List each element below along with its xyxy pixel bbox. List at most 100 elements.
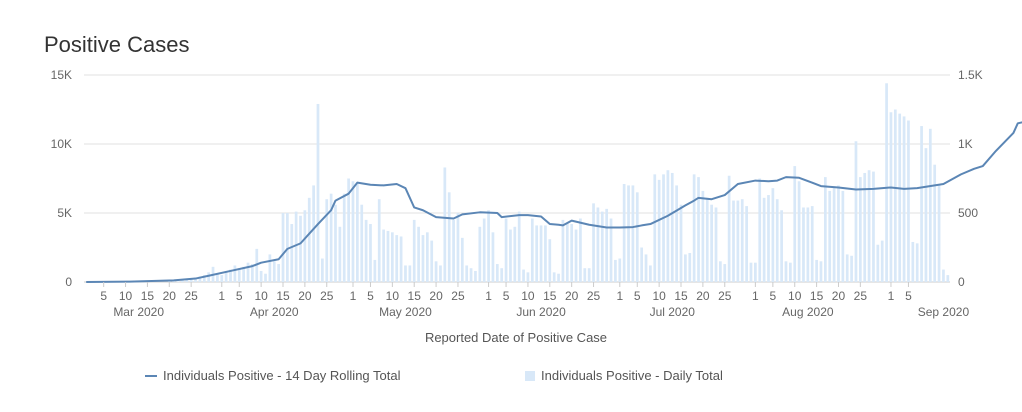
daily-bar[interactable] bbox=[719, 261, 722, 282]
daily-bar[interactable] bbox=[425, 232, 429, 282]
daily-bar[interactable] bbox=[670, 172, 674, 282]
daily-bar[interactable] bbox=[946, 275, 950, 282]
daily-bar[interactable] bbox=[307, 197, 311, 282]
daily-bar[interactable] bbox=[579, 218, 582, 282]
daily-bar[interactable] bbox=[456, 213, 460, 282]
daily-bar[interactable] bbox=[189, 279, 193, 282]
daily-bar[interactable] bbox=[509, 229, 512, 282]
daily-bar[interactable] bbox=[915, 243, 919, 282]
daily-bar[interactable] bbox=[561, 219, 565, 282]
daily-bar[interactable] bbox=[758, 178, 762, 283]
daily-bar[interactable] bbox=[487, 210, 490, 282]
daily-bar[interactable] bbox=[404, 265, 407, 282]
daily-bar[interactable] bbox=[762, 197, 766, 282]
daily-bar[interactable] bbox=[408, 265, 412, 282]
daily-bar[interactable] bbox=[530, 218, 534, 282]
daily-bar[interactable] bbox=[596, 207, 600, 282]
daily-bar[interactable] bbox=[312, 185, 315, 282]
daily-bar[interactable] bbox=[469, 268, 473, 282]
daily-bar[interactable] bbox=[251, 264, 254, 282]
daily-bar[interactable] bbox=[242, 266, 245, 282]
daily-bar[interactable] bbox=[434, 261, 438, 282]
daily-bar[interactable] bbox=[911, 241, 915, 282]
daily-bar[interactable] bbox=[802, 207, 805, 282]
daily-bar[interactable] bbox=[789, 262, 792, 282]
daily-bar[interactable] bbox=[557, 273, 560, 282]
daily-bar[interactable] bbox=[513, 226, 517, 282]
daily-bar[interactable] bbox=[500, 268, 504, 282]
daily-bar[interactable] bbox=[649, 265, 652, 282]
daily-bar[interactable] bbox=[465, 265, 469, 282]
daily-bar[interactable] bbox=[474, 270, 477, 282]
daily-bar[interactable] bbox=[272, 261, 276, 282]
daily-bar[interactable] bbox=[395, 235, 399, 282]
daily-bar[interactable] bbox=[237, 268, 241, 282]
daily-bar[interactable] bbox=[688, 253, 692, 282]
daily-bar[interactable] bbox=[684, 254, 687, 282]
daily-bar[interactable] bbox=[294, 211, 298, 282]
daily-bar[interactable] bbox=[614, 259, 617, 282]
daily-bar[interactable] bbox=[268, 254, 272, 282]
daily-bar[interactable] bbox=[229, 269, 232, 282]
daily-bar[interactable] bbox=[876, 244, 880, 282]
daily-bar[interactable] bbox=[478, 226, 482, 282]
daily-bar[interactable] bbox=[902, 116, 906, 283]
daily-bar[interactable] bbox=[815, 259, 818, 282]
daily-bar[interactable] bbox=[373, 259, 377, 282]
daily-bar[interactable] bbox=[522, 269, 525, 282]
daily-bar[interactable] bbox=[793, 166, 797, 282]
daily-bar[interactable] bbox=[609, 218, 613, 282]
daily-bar[interactable] bbox=[220, 275, 224, 282]
daily-bar[interactable] bbox=[194, 277, 197, 282]
daily-bar[interactable] bbox=[334, 204, 337, 282]
daily-bar[interactable] bbox=[399, 236, 403, 282]
daily-bar[interactable] bbox=[246, 262, 250, 282]
daily-bar[interactable] bbox=[207, 272, 211, 282]
daily-bar[interactable] bbox=[364, 219, 368, 282]
daily-bar[interactable] bbox=[351, 181, 355, 282]
daily-bar[interactable] bbox=[286, 213, 289, 282]
daily-bar[interactable] bbox=[880, 240, 884, 282]
daily-bar[interactable] bbox=[329, 193, 333, 282]
daily-bar[interactable] bbox=[928, 128, 932, 282]
daily-bar[interactable] bbox=[281, 213, 285, 282]
daily-bar[interactable] bbox=[714, 207, 718, 282]
daily-bar[interactable] bbox=[622, 184, 626, 282]
daily-bar[interactable] bbox=[736, 200, 740, 282]
daily-bar[interactable] bbox=[723, 264, 727, 282]
daily-bar[interactable] bbox=[390, 232, 394, 282]
daily-bar[interactable] bbox=[937, 185, 941, 282]
daily-bar[interactable] bbox=[430, 240, 434, 282]
daily-bar[interactable] bbox=[198, 276, 202, 282]
daily-bar[interactable] bbox=[552, 272, 556, 282]
daily-bar[interactable] bbox=[592, 203, 595, 282]
daily-bar[interactable] bbox=[176, 281, 180, 282]
daily-bar[interactable] bbox=[491, 232, 495, 282]
rolling-total-line[interactable] bbox=[86, 112, 1022, 283]
daily-bar[interactable] bbox=[539, 225, 543, 282]
daily-bar[interactable] bbox=[933, 164, 937, 282]
daily-bar[interactable] bbox=[369, 224, 372, 282]
daily-bar[interactable] bbox=[889, 112, 893, 282]
daily-bar[interactable] bbox=[377, 199, 381, 282]
daily-bar[interactable] bbox=[924, 148, 928, 282]
daily-bar[interactable] bbox=[452, 219, 455, 282]
daily-bar[interactable] bbox=[482, 218, 486, 282]
daily-bar[interactable] bbox=[701, 190, 705, 282]
daily-bar[interactable] bbox=[907, 120, 910, 282]
daily-bar[interactable] bbox=[942, 269, 945, 282]
daily-bar[interactable] bbox=[780, 210, 783, 282]
daily-bar[interactable] bbox=[565, 222, 569, 282]
daily-bar[interactable] bbox=[421, 235, 425, 282]
daily-bar[interactable] bbox=[872, 171, 875, 282]
daily-bar[interactable] bbox=[526, 272, 530, 282]
daily-bar[interactable] bbox=[570, 224, 574, 282]
daily-bar[interactable] bbox=[898, 113, 902, 282]
daily-bar[interactable] bbox=[277, 264, 280, 282]
daily-bar[interactable] bbox=[845, 254, 849, 282]
daily-bar[interactable] bbox=[832, 186, 836, 282]
daily-bar[interactable] bbox=[727, 175, 731, 282]
daily-bar[interactable] bbox=[517, 211, 521, 282]
daily-bar[interactable] bbox=[657, 179, 661, 282]
daily-bar[interactable] bbox=[806, 207, 810, 282]
